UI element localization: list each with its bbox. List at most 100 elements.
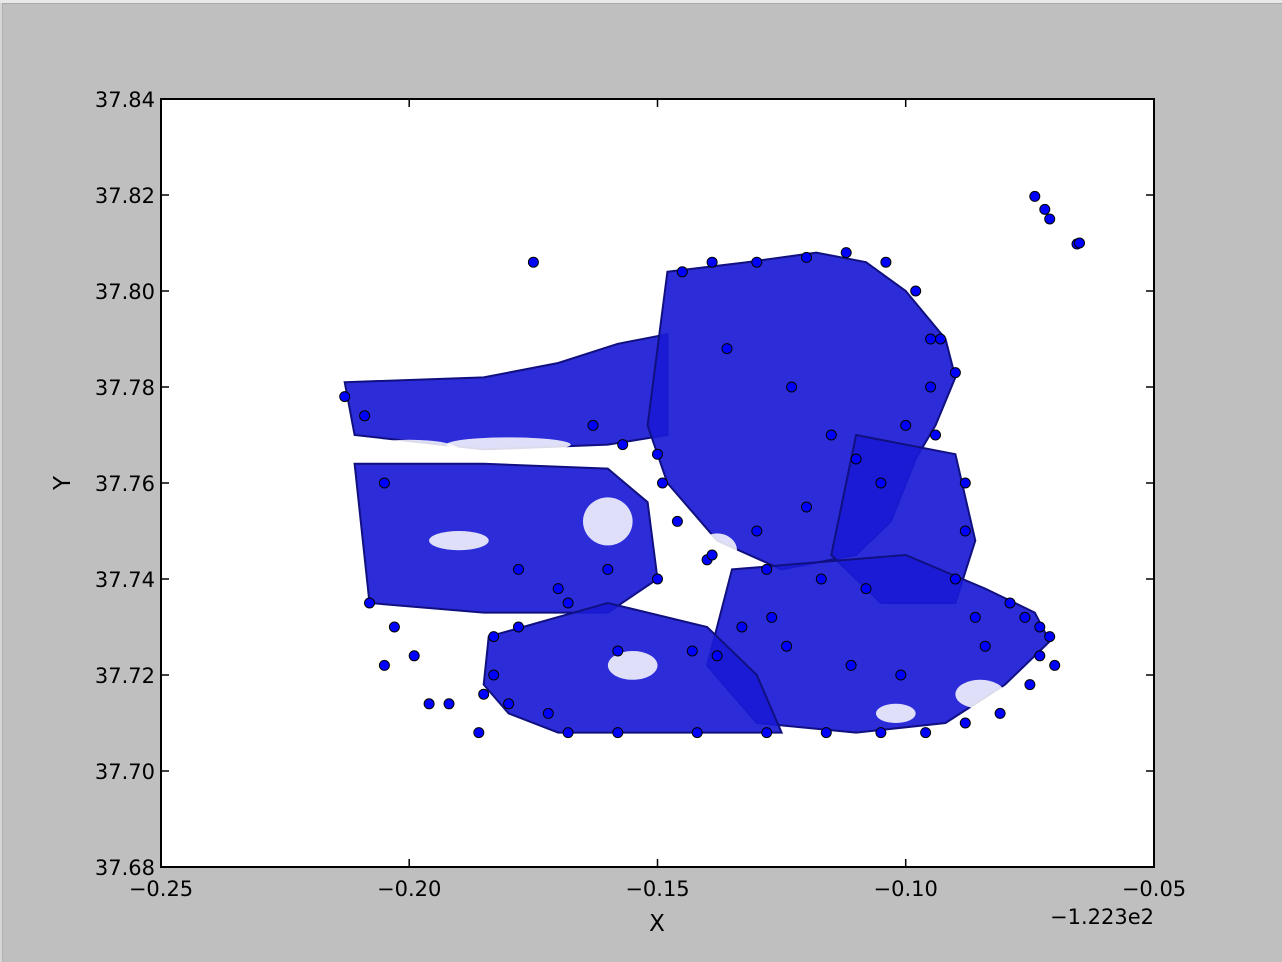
window-left-edge [0,3,3,962]
data-point [339,391,351,403]
data-point [949,573,961,585]
data-point [969,611,981,623]
y-tick-label: 37.72 [95,664,155,688]
data-point [423,698,435,710]
y-tick-label: 37.70 [95,760,155,784]
data-point [935,333,946,345]
y-tick-label: 37.82 [95,184,155,208]
data-point [801,501,812,513]
data-point [900,419,912,431]
data-point [527,256,539,268]
y-tick-label: 37.74 [95,568,155,592]
y-tick-labels: 37.68 37.70 37.72 37.74 37.76 37.78 37.80 37.82… [95,88,155,880]
data-point [850,453,862,465]
data-point [979,640,991,652]
data-point [751,525,763,537]
data-point [488,631,500,643]
x-tick-label: −0.15 [625,877,689,901]
y-tick-label: 37.78 [95,376,155,400]
x-tick-label: −0.20 [377,877,441,901]
data-point [781,640,793,652]
data-point [657,477,668,489]
data-point [1044,213,1056,225]
data-point [880,256,892,268]
data-point [959,477,971,489]
data-point [920,727,932,739]
data-point [801,251,812,263]
density-gap [875,703,916,724]
data-point [1029,190,1041,202]
data-point [820,727,832,739]
data-point [612,727,624,739]
data-point [378,659,390,671]
data-point [1024,679,1036,691]
data-point [676,266,688,278]
data-point [959,717,971,729]
data-point [513,563,524,575]
y-tick-label: 37.84 [95,88,155,112]
density-gap [652,564,713,613]
y-tick-label: 37.68 [95,856,155,880]
data-point [736,621,748,633]
data-point [617,439,629,451]
data-point [408,650,420,662]
data-point [845,659,857,671]
window-top-edge [0,0,1282,4]
data-point [1049,659,1061,671]
y-tick-label: 37.76 [95,472,155,496]
data-point [691,727,703,739]
data-point [1019,611,1031,623]
data-point [359,410,371,422]
data-point [994,707,1006,719]
data-point [671,515,683,527]
data-point [860,583,872,595]
data-point [513,621,524,633]
data-point [706,256,718,268]
data-point [1074,237,1085,249]
data-point [364,597,375,609]
data-point [761,563,773,575]
data-point [706,549,718,561]
data-point [930,429,941,441]
x-tick-label: −0.10 [874,877,938,901]
x-offset-label: −1.223e2 [1050,905,1154,929]
data-point [686,645,698,657]
density-gap [359,439,459,459]
data-point [925,381,937,393]
data-point [949,367,961,379]
density-gap [583,497,633,546]
point-density-layer [343,251,1051,734]
data-point [562,727,574,739]
x-tick-label: −0.05 [1122,877,1186,901]
data-point [652,448,663,460]
data-point [959,525,971,537]
data-point [1039,203,1051,215]
data-point [473,727,485,739]
data-point [875,477,887,489]
data-point [478,688,490,700]
density-gap [446,437,571,452]
plot-frame [160,98,1155,868]
data-point [1004,597,1016,609]
data-point [825,429,837,441]
data-point [721,343,733,355]
data-point [751,256,763,268]
data-point [1034,621,1046,633]
data-point [840,247,852,259]
data-point [815,573,827,585]
data-point [766,611,778,623]
data-point [587,419,599,431]
data-point [488,669,500,681]
density-gap [607,651,658,680]
data-point [388,621,400,633]
data-point [602,563,614,575]
data-point [910,285,922,297]
data-point [443,698,455,710]
points-layer [339,190,1085,739]
data-point [875,727,887,739]
data-point [612,645,624,657]
y-tick-label: 37.80 [95,280,155,304]
data-point [1034,650,1046,662]
